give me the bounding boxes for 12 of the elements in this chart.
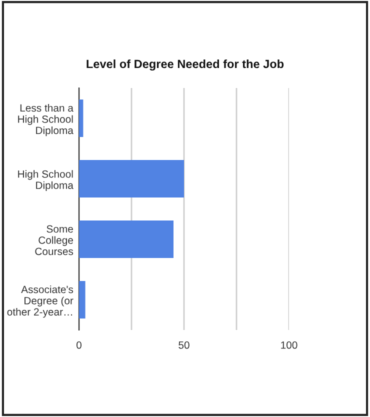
y-tick-label: Some College Courses [35, 225, 74, 256]
bar [79, 99, 84, 138]
x-tick-label: 100 [281, 341, 298, 349]
y-tick-label: Less than a High School Diploma [18, 104, 74, 136]
x-tick-label: 0 [76, 341, 82, 349]
x-tick-label: 50 [178, 341, 190, 349]
y-tick-label: High School Diploma [18, 170, 74, 192]
y-tick-label: Associate's Degree (or other 2-year… [7, 286, 74, 318]
bar [79, 280, 86, 319]
chart-title: Level of Degree Needed for the Job [86, 59, 284, 71]
bar [79, 160, 184, 198]
bar [79, 220, 174, 258]
